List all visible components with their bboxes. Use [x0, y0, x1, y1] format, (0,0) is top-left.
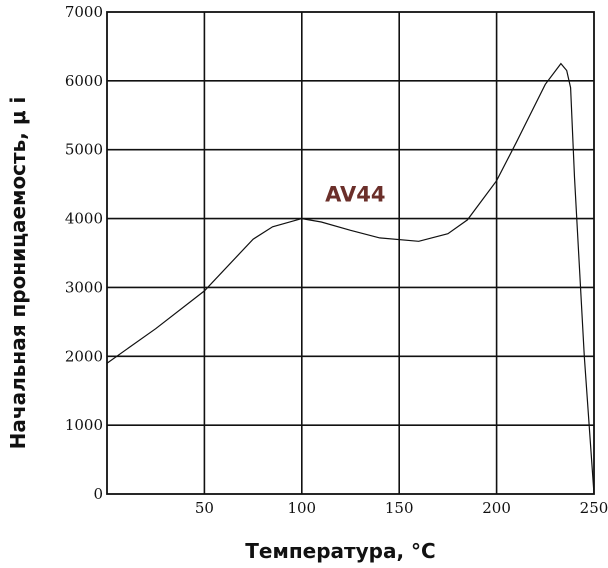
- y-tick-label: 3000: [65, 278, 103, 296]
- y-tick-label: 6000: [65, 72, 103, 90]
- x-tick-label: 250: [580, 499, 608, 517]
- x-tick-label: 200: [482, 499, 511, 517]
- series-annotation-label: AV44: [325, 182, 385, 206]
- y-tick-label: 4000: [65, 210, 103, 228]
- y-tick-label: 5000: [65, 141, 103, 159]
- y-tick-label: 0: [93, 485, 103, 503]
- annotations: AV44: [325, 182, 385, 206]
- series-line: [106, 62, 595, 495]
- series: [106, 62, 595, 495]
- grid: [106, 11, 595, 495]
- y-tick-label: 2000: [65, 347, 103, 365]
- x-axis-ticks: 50 100 150 200 250: [195, 499, 608, 517]
- x-tick-label: 100: [287, 499, 316, 517]
- y-tick-label: 1000: [65, 416, 103, 434]
- y-tick-label: 7000: [65, 3, 103, 21]
- y-axis-ticks: 0 1000 2000 3000 4000 5000 6000 7000: [65, 3, 103, 503]
- x-axis-title: Температура, °С: [245, 539, 435, 563]
- plot-frame: [106, 11, 595, 495]
- x-tick-label: 150: [385, 499, 414, 517]
- x-tick-label: 50: [195, 499, 214, 517]
- y-axis-title: Начальная проницаемость, μ i: [6, 97, 30, 450]
